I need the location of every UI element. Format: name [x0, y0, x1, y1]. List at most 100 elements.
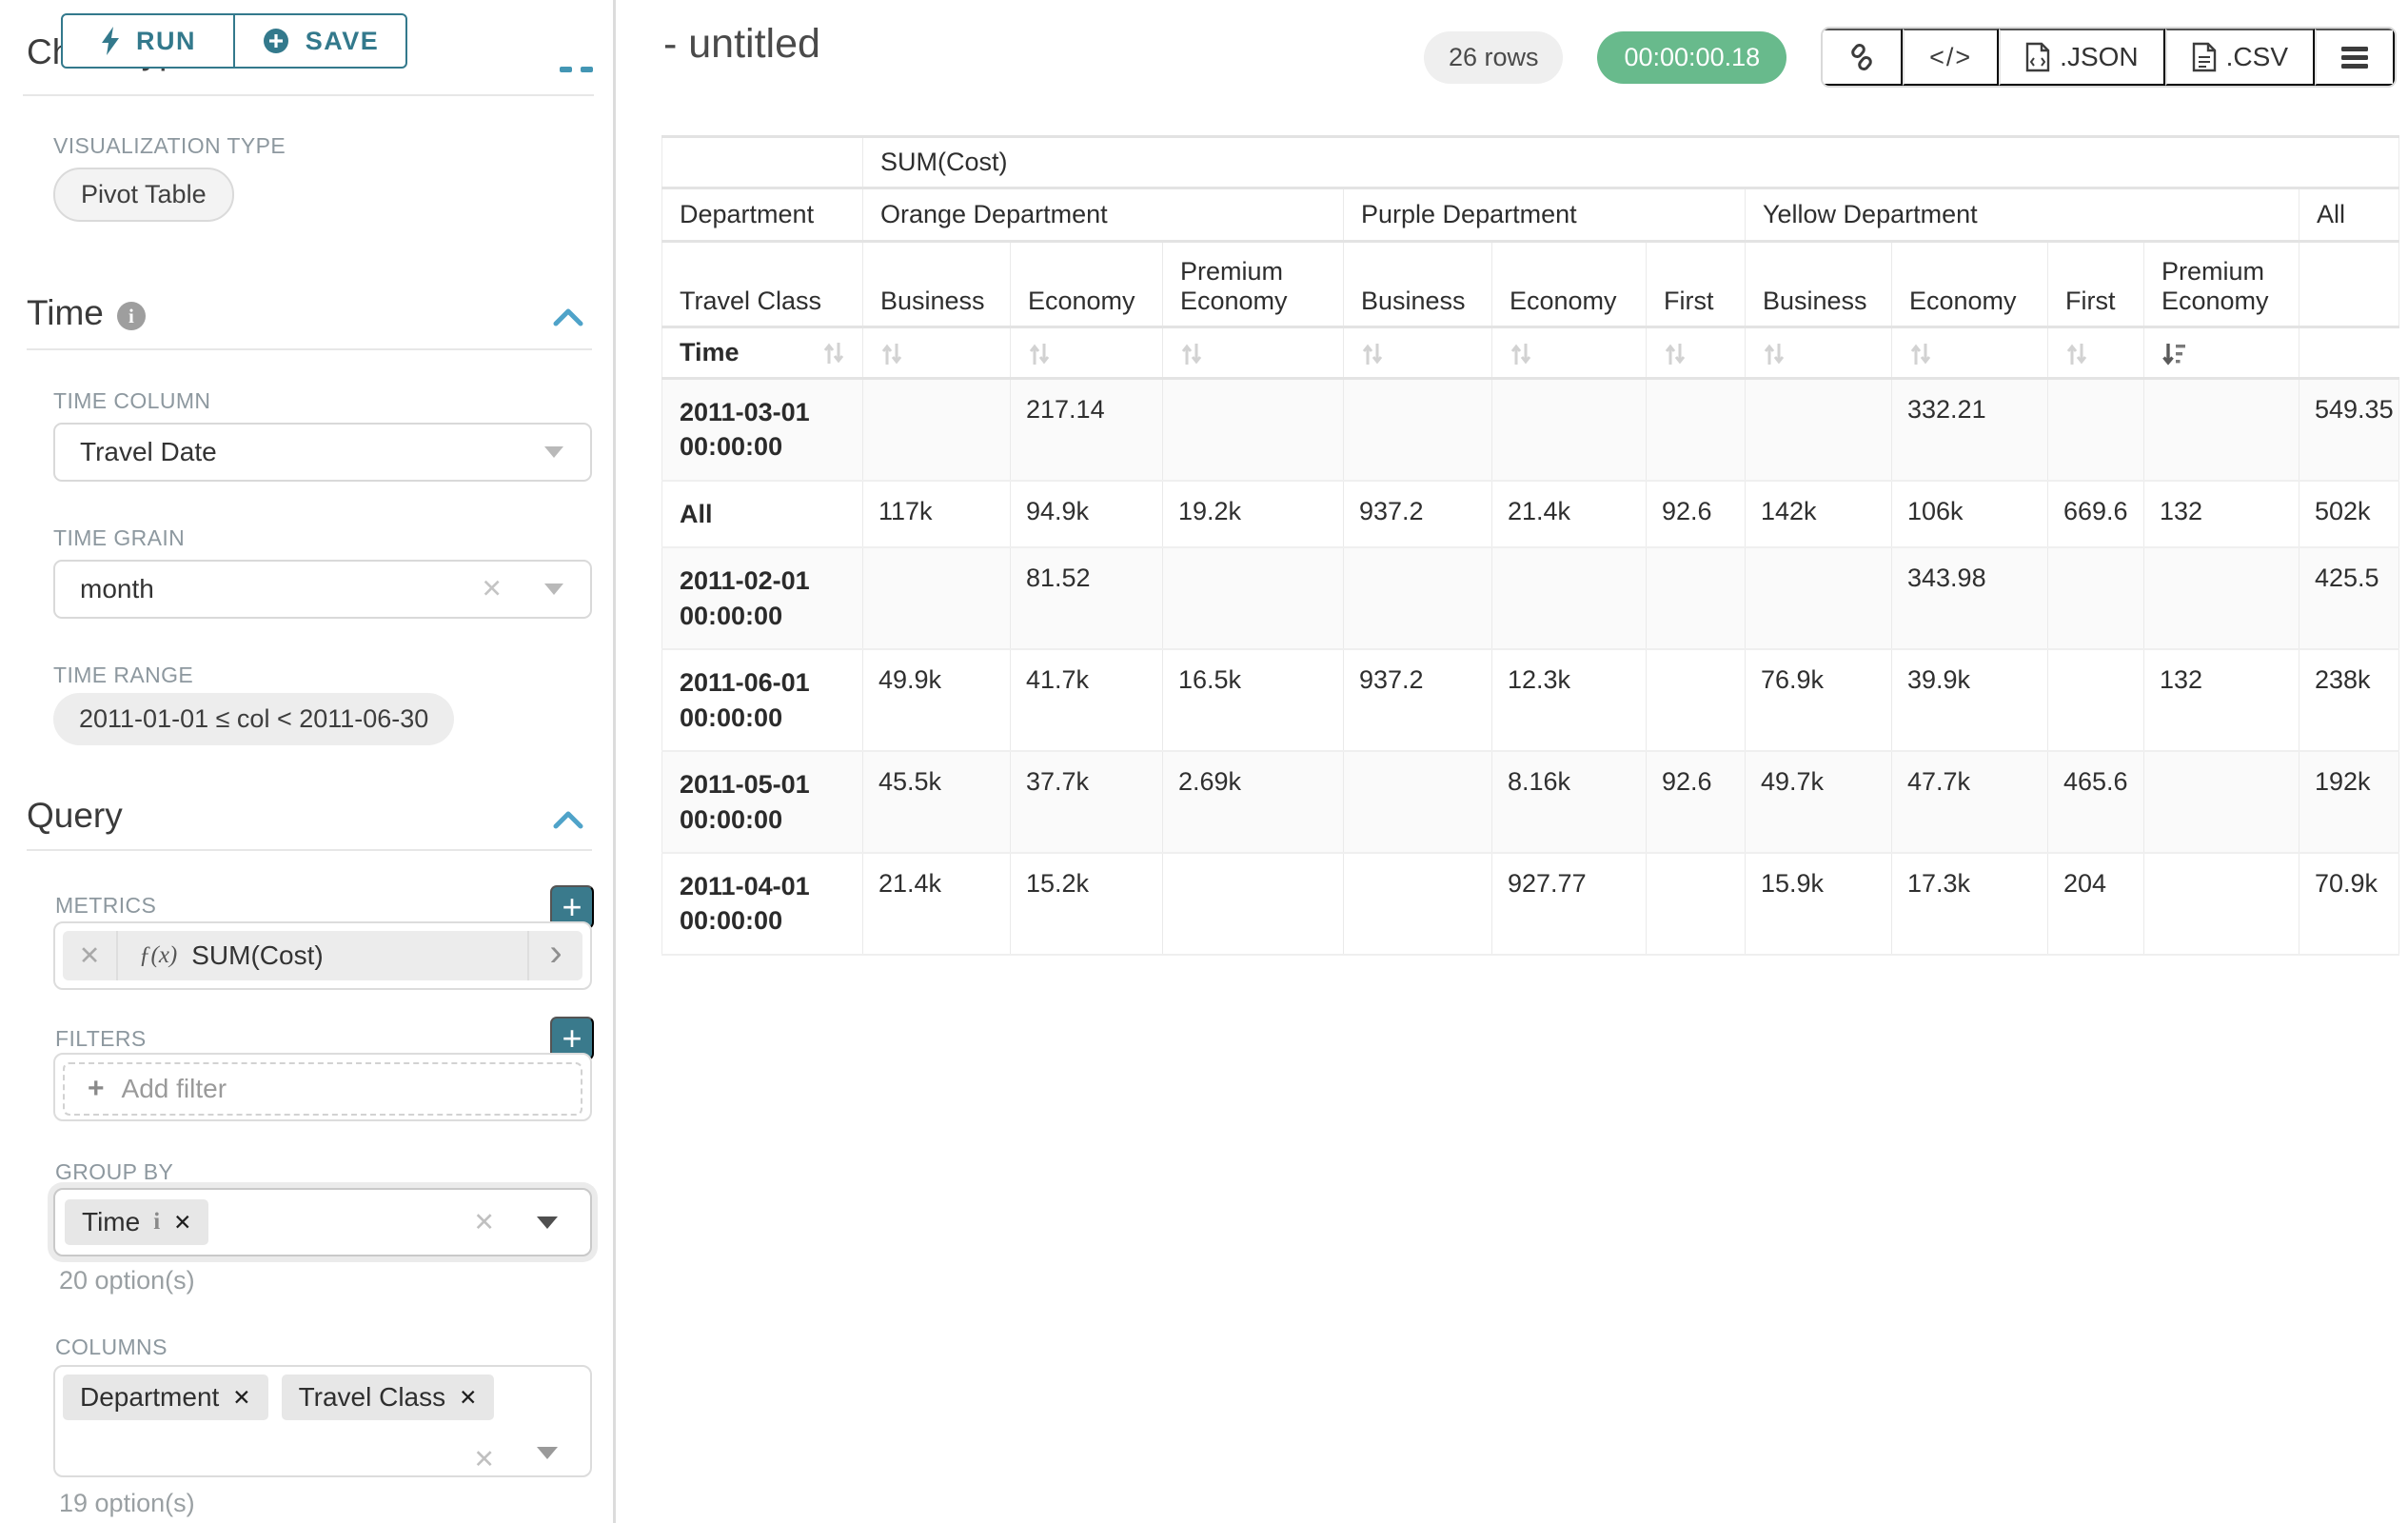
pivot-cell [1343, 751, 1492, 853]
table-row: All 117k 94.9k 19.2k 937.2 21.4k 92.6 142k 106k 6… [661, 480, 2399, 548]
tag-remove-icon[interactable]: ✕ [459, 1384, 478, 1410]
columns-tag[interactable]: Department ✕ [63, 1375, 268, 1420]
clear-icon[interactable]: ✕ [473, 1445, 495, 1474]
control-panel: Chart Type RUN SAVE VISUALIZATION TYPE P… [0, 0, 616, 1523]
time-column-select[interactable]: Travel Date [53, 423, 592, 482]
chevron-up-icon[interactable] [552, 307, 584, 327]
row-count-badge: 26 rows [1423, 30, 1564, 84]
expand-metric-icon[interactable]: › [527, 931, 582, 980]
pivot-cell: 76.9k [1745, 649, 1892, 752]
row-header: All [661, 480, 863, 548]
save-button[interactable]: SAVE [233, 13, 407, 69]
pivot-cell [1646, 649, 1746, 752]
tag-remove-icon[interactable]: ✕ [232, 1384, 251, 1410]
view-query-button[interactable]: </> [1903, 29, 2000, 86]
pivot-cell: 16.5k [1162, 649, 1344, 752]
pivot-body: 2011-03-01 00:00:00 217.14 332.21 549.35 All… [661, 378, 2399, 955]
row-dimension-label: Department [661, 188, 863, 242]
share-link-button[interactable] [1823, 29, 1904, 86]
pivot-cell [1745, 378, 1892, 481]
group-by-select[interactable]: Time i ✕ ✕ [53, 1188, 592, 1256]
sort-header[interactable] [1745, 326, 1892, 379]
travel-class-header-row: Travel Class Business Economy Premium Ec… [661, 241, 2399, 327]
export-json-button[interactable]: .JSON [1999, 29, 2165, 86]
pivot-cell: 21.4k [862, 852, 1011, 955]
sort-icon [881, 343, 902, 365]
pivot-cell [1343, 547, 1492, 650]
time-grain-select[interactable]: month ✕ [53, 560, 592, 619]
sort-header[interactable] [1343, 326, 1492, 379]
column-group-header: Yellow Department [1745, 188, 2299, 242]
column-group-header: Purple Department [1343, 188, 1746, 242]
pivot-cell: 47.7k [1891, 751, 2048, 853]
time-range-pill[interactable]: 2011-01-01 ≤ col < 2011-06-30 [53, 693, 455, 745]
query-section-title: Query [27, 796, 123, 835]
pivot-cell: 927.77 [1491, 852, 1647, 955]
group-by-tag[interactable]: Time i ✕ [65, 1199, 209, 1245]
sort-header[interactable] [1162, 326, 1344, 379]
filters-container: + Add filter [53, 1053, 592, 1121]
pivot-cell [2047, 649, 2144, 752]
sort-header[interactable] [1891, 326, 2048, 379]
caret-down-icon [544, 446, 563, 458]
sort-row: Time [661, 326, 2399, 379]
sort-icon [1362, 343, 1383, 365]
pivot-cell: 425.5 [2299, 547, 2399, 650]
metric-pill[interactable]: ✕ ƒ(x) SUM(Cost) › [63, 931, 582, 980]
pivot-cell: 549.35 [2299, 378, 2399, 481]
filters-label: FILTERS [55, 1026, 147, 1051]
pivot-cell: 92.6 [1646, 480, 1746, 548]
sort-header[interactable] [1646, 326, 1746, 379]
json-file-icon [2025, 42, 2050, 72]
sort-header-active[interactable] [2143, 326, 2299, 379]
more-options-button[interactable] [2315, 29, 2395, 86]
column-header: Business [1745, 241, 1892, 327]
remove-metric-icon[interactable]: ✕ [63, 931, 118, 980]
sort-header[interactable] [2047, 326, 2144, 379]
pivot-cell: 465.6 [2047, 751, 2144, 853]
column-header [2299, 241, 2399, 327]
sort-icon [1665, 343, 1686, 365]
metric-name: SUM(Cost) [191, 940, 324, 970]
sort-icon [1181, 343, 1202, 365]
bolt-icon [102, 27, 119, 55]
sort-icon [1910, 343, 1931, 365]
column-header: Economy [1891, 241, 2048, 327]
columns-label: COLUMNS [55, 1335, 168, 1359]
sub-dimension-label: Travel Class [661, 241, 863, 327]
pivot-cell [862, 547, 1011, 650]
tag-remove-icon[interactable]: ✕ [173, 1209, 192, 1235]
sort-header[interactable] [1491, 326, 1647, 379]
column-group-header: All [2299, 188, 2399, 242]
chevron-up-icon[interactable] [552, 809, 584, 830]
time-column-label: TIME COLUMN [53, 388, 211, 413]
save-button-label: SAVE [305, 26, 380, 55]
query-section-header: Query [27, 796, 123, 836]
pivot-cell [862, 378, 1011, 481]
columns-select[interactable]: Department ✕ Travel Class ✕ ✕ [53, 1365, 592, 1477]
run-button[interactable]: RUN [61, 13, 235, 69]
columns-tag[interactable]: Travel Class ✕ [281, 1375, 495, 1420]
sort-header[interactable] [862, 326, 1011, 379]
clear-icon[interactable]: ✕ [481, 574, 503, 603]
column-header: Business [862, 241, 1011, 327]
pivot-cell [2047, 378, 2144, 481]
pivot-cell: 92.6 [1646, 751, 1746, 853]
add-filter-button[interactable]: + Add filter [63, 1062, 582, 1116]
export-csv-button[interactable]: .CSV [2164, 29, 2315, 86]
pivot-cell: 937.2 [1343, 649, 1492, 752]
visualization-type-pill[interactable]: Pivot Table [53, 168, 234, 222]
row-header: 2011-04-01 00:00:00 [661, 852, 863, 955]
query-timer-badge: 00:00:00.18 [1597, 30, 1787, 84]
time-sort-header[interactable]: Time [661, 326, 863, 379]
export-button-group: </> .JSON .CSV [1821, 27, 2397, 88]
chart-title[interactable]: - untitled [663, 21, 820, 67]
pivot-cell: 204 [2047, 852, 2144, 955]
metric-body: ƒ(x) SUM(Cost) [118, 931, 527, 980]
pivot-cell: 49.9k [862, 649, 1011, 752]
clear-icon[interactable]: ✕ [473, 1207, 495, 1236]
export-csv-label: .CSV [2225, 42, 2288, 71]
sort-header[interactable] [1010, 326, 1163, 379]
pivot-cell: 15.9k [1745, 852, 1892, 955]
pivot-cell: 41.7k [1010, 649, 1163, 752]
